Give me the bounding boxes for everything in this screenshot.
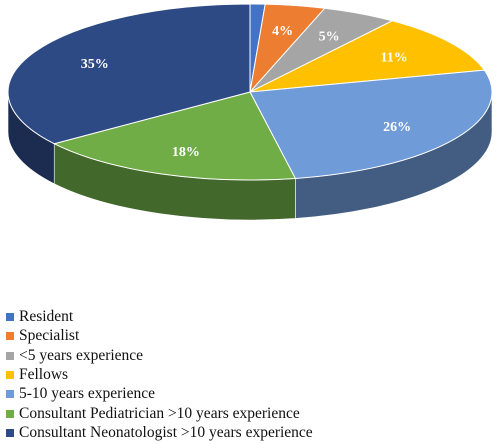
legend-item-resident: Resident <box>6 307 73 327</box>
legend-item-consultant-neonatologist-10-years-experience: Consultant Neonatologist >10 years exper… <box>6 423 313 443</box>
legend-label: 5-10 years experience <box>19 385 155 403</box>
slice-fellows <box>249 20 486 93</box>
legend-item-5-years-experience: <5 years experience <box>6 346 143 366</box>
legend-swatch <box>6 332 14 341</box>
slice-consultant-neonatologist-10-years-experience <box>7 3 251 145</box>
legend-swatch <box>6 370 14 379</box>
data-label-fellows: 11% <box>380 50 407 65</box>
legend-swatch <box>6 351 14 360</box>
legend-item-fellows: Fellows <box>6 365 68 385</box>
data-label-5-10-years-experience: 26% <box>383 120 411 135</box>
legend-item-specialist: Specialist <box>6 326 79 346</box>
legend-item-5-10-years-experience: 5-10 years experience <box>6 384 155 404</box>
legend-swatch <box>6 428 14 437</box>
legend-swatch <box>6 390 14 399</box>
legend-label: Consultant Pediatrician >10 years experi… <box>19 404 300 422</box>
data-label-specialist: 4% <box>272 24 293 39</box>
data-label-consultant-neonatologist-10-years-experience: 35% <box>81 57 109 72</box>
legend-label: <5 years experience <box>19 346 144 364</box>
legend-swatch <box>6 313 14 321</box>
data-label-consultant-pediatrician-10-years-experience: 18% <box>172 145 200 160</box>
pie-chart: 4% 5% 11% 26% 18% 35% <box>7 3 493 221</box>
legend-swatch <box>6 409 14 418</box>
legend-label: Fellows <box>19 365 69 383</box>
legend-item-consultant-pediatrician-10-years-experience: Consultant Pediatrician >10 years experi… <box>6 404 300 424</box>
data-label-5-years-experience: 5% <box>319 30 340 45</box>
legend-label: Consultant Neonatologist >10 years exper… <box>19 423 313 441</box>
legend-label: Specialist <box>19 327 80 345</box>
slice-5-10-years-experience <box>249 69 493 179</box>
legend-label: Resident <box>19 308 74 325</box>
slice-consultant-pediatrician-10-years-experience <box>52 91 297 181</box>
